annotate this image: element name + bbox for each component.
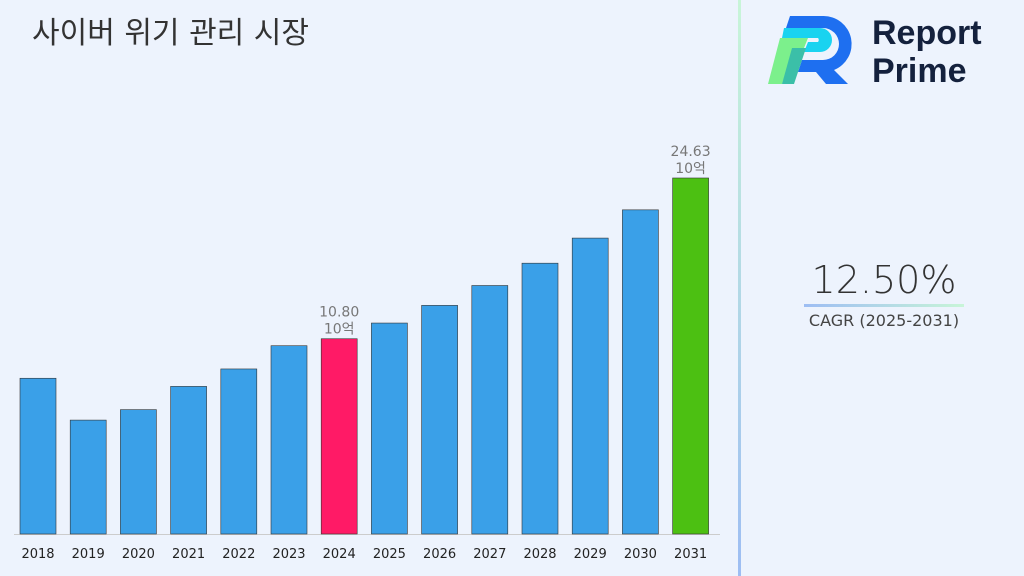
bar-2027 xyxy=(471,285,509,535)
cagr-underline xyxy=(804,304,964,307)
bar-2023 xyxy=(270,345,308,535)
bar-chart: 2018 2019 2020 2021 2022 2023 2024 2025 2026 2027… xyxy=(14,144,720,562)
x-tick-label: 2029 xyxy=(574,547,607,562)
brand-line1: Report xyxy=(872,14,982,52)
x-tick-label: 2023 xyxy=(272,547,305,562)
chart-title: 사이버 위기 관리 시장 xyxy=(32,16,310,51)
x-tick-label: 2025 xyxy=(373,547,406,562)
bar-2026 xyxy=(421,305,458,535)
report-prime-logo-icon xyxy=(768,15,852,85)
x-tick-label: 2027 xyxy=(473,547,506,562)
x-tick-label: 2022 xyxy=(222,547,255,562)
x-tick-label: 2026 xyxy=(423,547,456,562)
bar-2025 xyxy=(371,322,408,535)
x-tick-label: 2020 xyxy=(122,547,155,562)
x-tick-label: 2031 xyxy=(674,547,707,562)
x-tick-label: 2024 xyxy=(323,547,356,562)
brand-name: Report Prime xyxy=(872,14,982,90)
divider xyxy=(738,0,741,576)
cagr-box: 12.50% CAGR (2025-2031) xyxy=(804,258,964,330)
bar-2028 xyxy=(521,262,559,535)
bar-2031 xyxy=(672,177,709,535)
bar-2020 xyxy=(120,409,157,535)
data-label-value: 10.80 xyxy=(319,305,359,321)
cagr-value: 12.50% xyxy=(811,258,957,302)
bar-2029 xyxy=(571,237,609,535)
bar-2019 xyxy=(69,419,107,535)
data-label-value: 24.63 xyxy=(671,144,711,160)
x-tick-label: 2021 xyxy=(172,547,205,562)
x-tick-label: 2018 xyxy=(21,547,54,562)
data-label-unit: 10억 xyxy=(324,322,355,338)
x-tick-label: 2019 xyxy=(72,547,105,562)
brand-line2: Prime xyxy=(872,52,967,90)
bar-2018 xyxy=(19,377,57,535)
x-tick-label: 2028 xyxy=(523,547,556,562)
bar-2030 xyxy=(622,209,659,535)
data-label-unit: 10억 xyxy=(675,161,706,177)
bar-2021 xyxy=(170,386,207,535)
bar-2022 xyxy=(220,368,258,535)
x-tick-label: 2030 xyxy=(624,547,657,562)
cagr-label: CAGR (2025-2031) xyxy=(808,311,960,330)
bar-2024 xyxy=(320,338,358,535)
